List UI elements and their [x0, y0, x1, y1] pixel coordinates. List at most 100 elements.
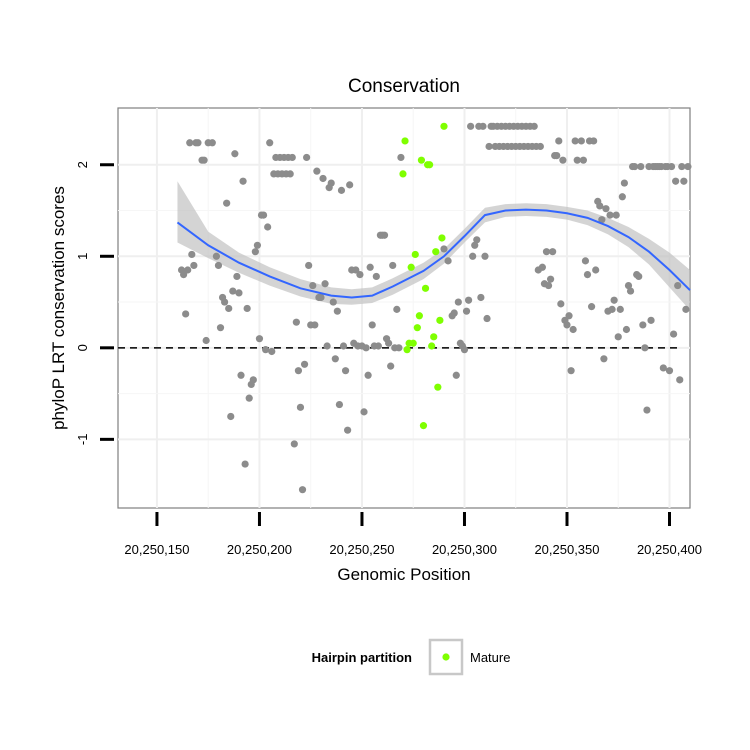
point-other [237, 371, 245, 379]
point-other [440, 245, 448, 253]
point-other [678, 162, 686, 171]
point-other [397, 153, 405, 162]
point-other [573, 156, 581, 164]
x-tick-label: 20,250,150 [124, 542, 189, 557]
point-other [262, 346, 270, 354]
point-other [294, 367, 303, 375]
y-axis-title: phyloP LRT conservation scores [49, 186, 68, 430]
point-mature [432, 248, 440, 256]
point-other [598, 216, 606, 224]
point-other [569, 325, 577, 334]
point-other [190, 261, 198, 270]
point-other [243, 304, 251, 313]
point-other [665, 367, 674, 375]
point-other [612, 211, 620, 219]
point-mature [436, 316, 444, 324]
point-other [339, 342, 348, 350]
point-other [460, 346, 469, 354]
point-other [331, 355, 339, 363]
point-mature [417, 156, 426, 164]
point-other [208, 139, 216, 147]
point-other [549, 248, 557, 256]
point-other [542, 248, 551, 256]
point-mature [426, 161, 434, 169]
point-other [298, 486, 307, 494]
point-other [344, 426, 352, 434]
point-other [216, 324, 225, 332]
point-other [563, 321, 571, 329]
point-other [255, 335, 264, 343]
point-other [667, 162, 676, 171]
point-other [327, 179, 335, 187]
y-tick-label: 2 [75, 161, 90, 168]
point-other [395, 344, 403, 352]
point-other [360, 408, 368, 416]
point-mature [403, 346, 411, 354]
point-other [590, 137, 598, 145]
x-tick-label: 20,250,300 [432, 542, 497, 557]
plot-panel [117, 107, 691, 509]
y-tick-label: 1 [75, 253, 90, 260]
point-other [462, 307, 471, 315]
point-other [643, 406, 651, 414]
point-other [337, 186, 346, 194]
point-other [571, 137, 579, 145]
point-other [333, 307, 341, 315]
point-other [368, 321, 376, 329]
point-other [473, 236, 481, 244]
point-mature [415, 312, 423, 320]
point-other [471, 241, 479, 249]
point-other [602, 205, 610, 213]
point-other [610, 296, 618, 304]
point-other [214, 261, 223, 270]
point-other [362, 344, 370, 352]
point-other [268, 347, 276, 356]
point-mature [440, 122, 448, 130]
point-other [253, 241, 262, 249]
point-other [352, 266, 360, 274]
point-other [669, 330, 678, 338]
point-other [559, 156, 567, 164]
point-other [200, 156, 208, 164]
point-other [485, 142, 493, 151]
point-other [565, 312, 573, 320]
point-other [186, 139, 194, 147]
point-other [300, 360, 309, 368]
point-other [231, 150, 239, 158]
point-other [194, 139, 202, 147]
point-mature [434, 383, 442, 391]
point-other [311, 321, 319, 329]
point-other [579, 156, 587, 164]
point-other [389, 261, 397, 270]
axes: 20,250,150 20,250,200 20,250,250 20,250,300… [75, 161, 702, 557]
smooth-line-layer [176, 208, 691, 299]
point-other [223, 199, 231, 207]
point-other [452, 371, 460, 379]
point-other [317, 293, 325, 302]
point-other [454, 298, 462, 306]
x-tick-label: 20,250,250 [329, 542, 394, 557]
point-other [249, 376, 257, 384]
point-mature [401, 137, 409, 145]
point-other [553, 151, 561, 160]
point-mature [399, 170, 407, 178]
point-other [180, 270, 188, 279]
x-tick-label: 20,250,400 [637, 542, 702, 557]
point-other [329, 298, 337, 306]
point-other [292, 318, 300, 326]
chart-title: Conservation [348, 76, 460, 97]
point-other [288, 153, 296, 162]
point-other [323, 342, 331, 350]
x-axis-title: Genomic Position [337, 565, 470, 584]
point-other [555, 137, 563, 145]
smooth-trend-line [176, 208, 691, 299]
point-other [364, 371, 372, 379]
point-other [637, 162, 645, 171]
point-other [341, 367, 350, 375]
point-other [266, 139, 274, 147]
point-other [624, 281, 633, 290]
point-other [616, 305, 624, 313]
y-tick-label: 0 [75, 344, 90, 351]
point-mature [411, 250, 419, 259]
point-other [647, 316, 655, 324]
